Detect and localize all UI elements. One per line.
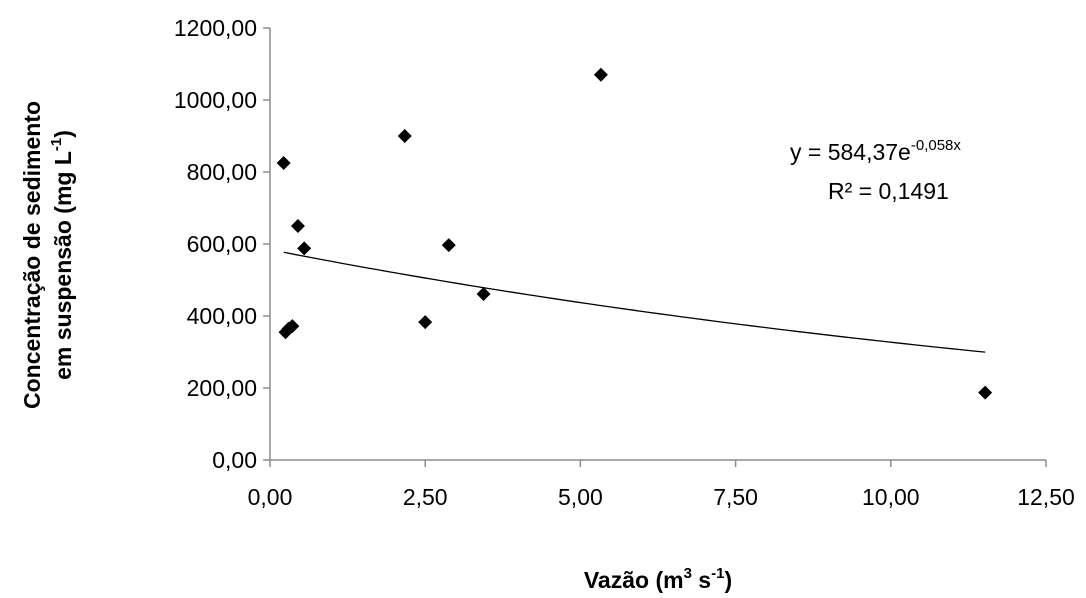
y-axis-title-line2-end: ) (50, 130, 76, 138)
data-point (290, 219, 305, 233)
data-point (418, 315, 433, 330)
y-tick-label: 1000,00 (174, 87, 257, 113)
y-axis-title-line2: em suspensão (mg L-1) (48, 130, 76, 380)
trendline-equation: y = 584,37e-0,058x (790, 137, 961, 165)
data-point (593, 67, 608, 82)
data-point (276, 156, 291, 170)
trendline-equation-exponent: -0,058x (911, 137, 962, 154)
y-tick-label: 0,00 (212, 447, 257, 473)
data-point (397, 129, 412, 143)
x-axis-title-end: ) (724, 567, 732, 593)
data-points (276, 67, 993, 400)
x-axis-title-base: Vazão (m (584, 567, 684, 593)
data-point (441, 238, 456, 253)
y-tick-label: 600,00 (187, 231, 257, 257)
x-axis-title-sup1: 3 (684, 565, 692, 582)
x-tick-label: 0,00 (248, 484, 293, 510)
trendline-r-squared: R² = 0,1491 (828, 178, 949, 204)
y-axis-title-line1: Concentração de sedimento (19, 101, 45, 409)
y-tick-label: 200,00 (187, 375, 257, 401)
y-tick-label: 1200,00 (174, 15, 257, 41)
data-point (297, 241, 312, 256)
y-axis-title: Concentração de sedimento em suspensão (… (19, 101, 76, 409)
data-point (476, 287, 491, 302)
axes: 0,00 200,00 400,00 600,00 800,00 1000,00 1200,… (174, 15, 1075, 510)
y-tick-label: 800,00 (187, 159, 257, 185)
x-tick-label: 5,00 (558, 484, 603, 510)
trendline-layer (283, 251, 986, 353)
x-tick-label: 12,50 (1017, 484, 1075, 510)
x-axis-title: Vazão (m3 s-1) (584, 565, 732, 593)
y-axis-title-line2-sup: -1 (48, 138, 65, 151)
x-tick-label: 10,00 (862, 484, 920, 510)
x-tick-label: 7,50 (713, 484, 758, 510)
y-tick-label: 400,00 (187, 303, 257, 329)
trendline (283, 251, 986, 353)
data-point (285, 319, 300, 334)
x-axis-title-sup2: -1 (711, 565, 724, 582)
trendline-equation-base: y = 584,37e (790, 139, 911, 165)
y-axis-title-line2-base: em suspensão (mg L (50, 151, 76, 380)
x-tick-label: 2,50 (403, 484, 448, 510)
data-point (978, 385, 993, 400)
x-axis-title-mid: s (692, 567, 711, 593)
